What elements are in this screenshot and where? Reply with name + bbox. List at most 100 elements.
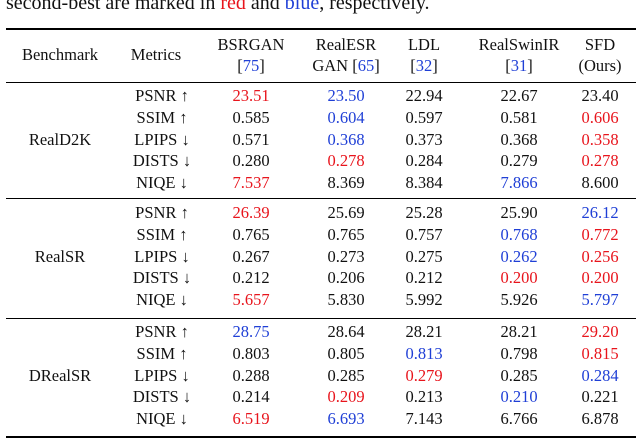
metric-value: 5.992 bbox=[405, 290, 443, 310]
metric-value: 0.273 bbox=[327, 246, 365, 266]
table-caption: second-best are marked in red and blue, … bbox=[6, 0, 430, 15]
metric-value: 7.143 bbox=[405, 409, 443, 429]
metric-value: 0.768 bbox=[500, 224, 538, 244]
metric-value: 23.51 bbox=[232, 86, 270, 105]
metric-value: 0.373 bbox=[405, 129, 443, 149]
metric-value: 22.67 bbox=[500, 86, 538, 105]
top-rule bbox=[6, 28, 636, 30]
metric-value: 5.797 bbox=[581, 290, 619, 310]
metric-value: 26.39 bbox=[232, 203, 270, 222]
metric-name: DISTS ↓ bbox=[132, 387, 192, 407]
header-method-name: RealSwinIR bbox=[478, 35, 560, 54]
metric-value: 0.368 bbox=[327, 129, 365, 149]
metric-value: 0.604 bbox=[327, 107, 365, 127]
metric-value: 0.212 bbox=[232, 268, 270, 288]
header-method-subname: GAN bbox=[312, 56, 353, 75]
metric-value: 6.519 bbox=[232, 409, 270, 429]
header-benchmark: Benchmark bbox=[21, 45, 99, 64]
metric-value: 0.267 bbox=[232, 246, 270, 266]
bracket-open: [ bbox=[352, 56, 358, 75]
metric-value: 0.278 bbox=[327, 151, 365, 171]
metric-name: NIQE ↓ bbox=[136, 173, 188, 193]
metric-value: 0.805 bbox=[327, 343, 365, 363]
metric-value: 0.275 bbox=[405, 246, 443, 266]
header-method-name: SFD bbox=[584, 35, 616, 54]
metric-value: 0.284 bbox=[581, 365, 619, 385]
metric-value: 0.262 bbox=[500, 246, 538, 266]
metric-name: LPIPS ↓ bbox=[134, 129, 190, 149]
metric-value: 6.766 bbox=[500, 409, 538, 429]
citation-link[interactable]: 75 bbox=[242, 56, 260, 75]
metric-value: 8.600 bbox=[581, 173, 619, 193]
caption-suffix: , respectively. bbox=[319, 0, 430, 14]
metric-value: 28.21 bbox=[405, 322, 443, 341]
metric-name: SSIM ↑ bbox=[136, 224, 188, 244]
group-divider bbox=[6, 198, 636, 199]
metric-value: 5.657 bbox=[232, 290, 270, 310]
metric-value: 0.368 bbox=[500, 129, 538, 149]
bottom-rule bbox=[6, 436, 636, 438]
bracket-open: [ bbox=[505, 56, 511, 75]
metric-value: 0.279 bbox=[500, 151, 538, 171]
metric-value: 0.765 bbox=[232, 224, 270, 244]
metric-value: 0.200 bbox=[581, 268, 619, 288]
metric-name: DISTS ↓ bbox=[132, 151, 192, 171]
citation-link[interactable]: 32 bbox=[415, 56, 433, 75]
header-method-line2: [31] bbox=[464, 56, 574, 75]
metric-name: LPIPS ↓ bbox=[134, 246, 190, 266]
citation-link[interactable]: 65 bbox=[357, 56, 375, 75]
metric-value: 0.581 bbox=[500, 107, 538, 127]
metric-value: 0.279 bbox=[405, 365, 443, 385]
metric-value: 0.772 bbox=[581, 224, 619, 244]
bracket-close: ] bbox=[374, 56, 380, 75]
caption-middle: and bbox=[245, 0, 285, 14]
caption-prefix: second-best are marked in bbox=[6, 0, 221, 14]
metric-value: 8.369 bbox=[327, 173, 365, 193]
metric-value: 0.571 bbox=[232, 129, 270, 149]
metric-value: 25.90 bbox=[500, 203, 538, 222]
metric-value: 0.757 bbox=[405, 224, 443, 244]
metric-value: 5.830 bbox=[327, 290, 365, 310]
metric-value: 22.94 bbox=[405, 86, 443, 105]
metric-value: 28.75 bbox=[232, 322, 270, 341]
group-divider bbox=[6, 318, 636, 319]
caption-red-word: red bbox=[220, 0, 246, 14]
metric-value: 0.815 bbox=[581, 343, 619, 363]
metric-name: SSIM ↑ bbox=[136, 107, 188, 127]
metric-value: 26.12 bbox=[581, 203, 619, 222]
header-method-line2: [32] bbox=[389, 56, 459, 75]
metric-value: 0.280 bbox=[232, 151, 270, 171]
metric-name: LPIPS ↓ bbox=[134, 365, 190, 385]
header-method-line2: [75] bbox=[204, 56, 299, 75]
metric-value: 0.209 bbox=[327, 387, 365, 407]
metric-name: PSNR ↑ bbox=[135, 322, 189, 341]
metric-value: 0.765 bbox=[327, 224, 365, 244]
metric-value: 0.288 bbox=[232, 365, 270, 385]
metric-value: 23.50 bbox=[327, 86, 365, 105]
bracket-open: [ bbox=[410, 56, 416, 75]
metric-name: NIQE ↓ bbox=[136, 290, 188, 310]
citation-link[interactable]: 31 bbox=[510, 56, 528, 75]
header-method-name: LDL bbox=[407, 35, 441, 54]
metric-value: 28.21 bbox=[500, 322, 538, 341]
metric-value: 7.537 bbox=[232, 173, 270, 193]
metric-value: 0.221 bbox=[581, 387, 619, 407]
metric-value: 6.878 bbox=[581, 409, 619, 429]
metric-value: 0.200 bbox=[500, 268, 538, 288]
metric-value: 0.285 bbox=[327, 365, 365, 385]
metric-name: SSIM ↑ bbox=[136, 343, 188, 363]
metric-value: 0.597 bbox=[405, 107, 443, 127]
header-method-name: RealESR bbox=[315, 35, 377, 54]
bracket-close: ] bbox=[527, 56, 533, 75]
header-method-line2: GAN [65] bbox=[296, 56, 396, 75]
metric-value: 5.926 bbox=[500, 290, 538, 310]
metric-name: DISTS ↓ bbox=[132, 268, 192, 288]
header-metrics: Metrics bbox=[130, 45, 182, 64]
metric-value: 25.28 bbox=[405, 203, 443, 222]
bracket-open: [ bbox=[237, 56, 243, 75]
metric-value: 0.803 bbox=[232, 343, 270, 363]
metric-value: 0.212 bbox=[405, 268, 443, 288]
metric-value: 0.813 bbox=[405, 343, 443, 363]
metric-value: 23.40 bbox=[581, 86, 619, 105]
metric-value: 0.213 bbox=[405, 387, 443, 407]
